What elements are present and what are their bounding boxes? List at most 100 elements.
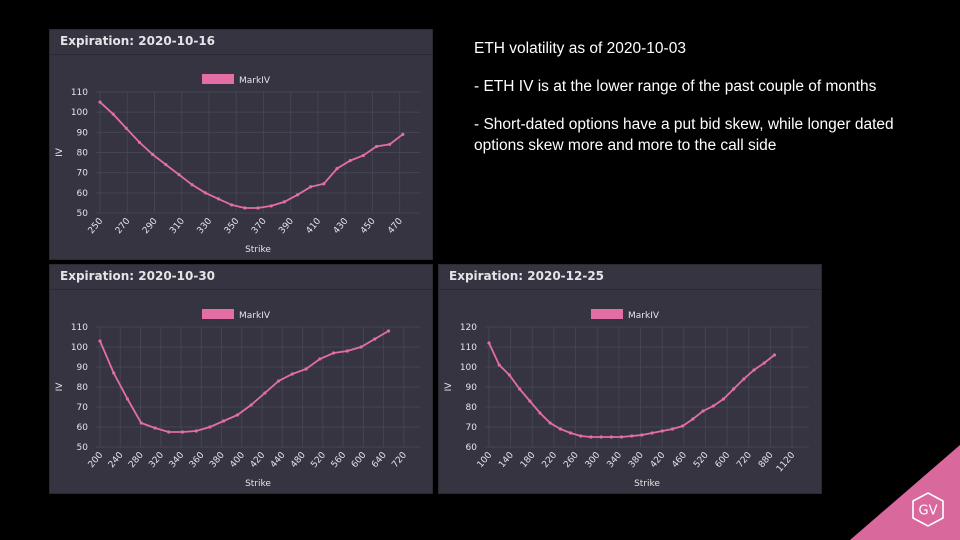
line-chart: MarkIV 50 60 70 80 90 100 110 250 270 290 310 330 350…: [55, 74, 420, 255]
gv-logo: GV: [850, 445, 960, 540]
data-point: [579, 434, 583, 438]
logo-hexagon-icon: [912, 492, 944, 527]
commentary-bullet: - ETH IV is at the lower range of the pa…: [474, 78, 877, 95]
x-axis-label: Strike: [634, 479, 660, 489]
data-point: [167, 430, 171, 434]
divider: [50, 289, 432, 290]
y-axis-label: IV: [55, 147, 65, 157]
logo-text: GV: [919, 504, 938, 519]
data-point: [295, 193, 300, 197]
x-tick-label: 430: [332, 216, 351, 236]
x-tick-label: 320: [147, 450, 166, 470]
y-tick-label: 90: [77, 128, 89, 138]
legend-label: MarkIV: [628, 311, 660, 321]
x-axis-label: Strike: [245, 245, 271, 255]
data-point: [660, 429, 664, 433]
y-tick-label: 70: [77, 403, 89, 413]
x-tick-label: 240: [107, 450, 126, 470]
x-tick-label: 140: [497, 450, 516, 470]
data-point: [222, 419, 226, 423]
data-point: [348, 158, 352, 163]
data-point: [309, 185, 313, 189]
y-tick-label: 70: [77, 169, 89, 179]
y-axis-label: IV: [55, 382, 65, 392]
data-point: [711, 404, 715, 408]
x-tick-label: 360: [188, 450, 207, 470]
x-tick-label: 520: [309, 450, 328, 470]
legend-swatch: [202, 74, 234, 84]
data-point: [361, 153, 365, 158]
x-axis-label: Strike: [245, 479, 271, 489]
data-point: [277, 379, 281, 383]
y-tick-label: 90: [466, 383, 478, 393]
x-tick-label: 420: [649, 450, 668, 470]
x-tick-label: 280: [127, 450, 146, 470]
data-point: [619, 435, 624, 439]
y-tick-label: 120: [460, 323, 477, 333]
x-tick-label: 340: [605, 450, 624, 470]
divider: [50, 54, 432, 55]
legend-label: MarkIV: [239, 311, 271, 321]
chart-panel-3: Expiration: 2020-12-25 MarkIV 60 70 80 90 100…: [438, 264, 822, 494]
x-tick-label: 380: [208, 450, 227, 470]
data-point: [249, 403, 253, 407]
x-tick-label: 290: [141, 216, 160, 236]
data-point: [630, 434, 634, 438]
data-point: [762, 361, 766, 365]
legend-swatch: [202, 309, 234, 319]
x-tick-label: 450: [359, 216, 378, 236]
x-tick-label: 480: [289, 450, 308, 470]
data-point: [568, 431, 573, 435]
data-point: [732, 387, 736, 391]
data-point: [235, 413, 239, 417]
y-tick-label: 50: [77, 209, 89, 219]
y-tick-label: 70: [466, 423, 478, 433]
x-tick-label: 100: [476, 450, 495, 470]
data-point: [208, 425, 212, 429]
data-point: [124, 126, 128, 130]
data-point: [374, 144, 379, 149]
data-point: [373, 337, 377, 341]
x-tick-label: 220: [541, 450, 560, 470]
y-axis-label: IV: [444, 382, 454, 392]
x-tick-label: 600: [714, 450, 733, 470]
x-tick-label: 330: [196, 216, 215, 236]
data-point: [335, 167, 339, 171]
data-point: [263, 391, 267, 395]
data-point: [98, 100, 102, 104]
data-point: [548, 421, 552, 425]
data-point: [640, 433, 644, 437]
x-tick-label: 520: [692, 450, 711, 470]
data-point: [216, 197, 221, 201]
x-tick-label: 200: [87, 450, 106, 470]
data-point: [507, 373, 511, 377]
data-point: [721, 397, 726, 401]
data-point: [401, 132, 405, 136]
data-point: [772, 353, 777, 357]
data-point: [112, 371, 116, 375]
data-point: [98, 339, 102, 343]
data-point: [558, 427, 562, 431]
x-tick-label: 460: [670, 450, 689, 470]
x-tick-label: 300: [584, 450, 603, 470]
data-point: [691, 417, 695, 421]
data-point: [589, 435, 593, 439]
x-tick-label: 1120: [775, 450, 798, 474]
x-tick-label: 720: [735, 450, 754, 470]
data-point: [609, 435, 613, 439]
data-point: [153, 426, 157, 430]
x-tick-label: 560: [330, 450, 349, 470]
data-point: [528, 399, 532, 403]
legend-swatch: [591, 309, 623, 319]
y-tick-label: 100: [460, 363, 477, 373]
data-point: [386, 329, 391, 333]
data-point: [177, 173, 181, 177]
data-point: [137, 140, 142, 145]
chart-title: Expiration: 2020-12-25: [449, 269, 605, 283]
chart-panel-2: Expiration: 2020-10-30 MarkIV 50 60 70 80 90 1…: [49, 264, 433, 494]
commentary-bullet: - Short-dated options have a put bid ske…: [474, 116, 894, 154]
x-tick-label: 400: [228, 450, 247, 470]
data-point: [388, 142, 392, 147]
data-point: [681, 424, 685, 428]
data-point: [269, 204, 273, 208]
